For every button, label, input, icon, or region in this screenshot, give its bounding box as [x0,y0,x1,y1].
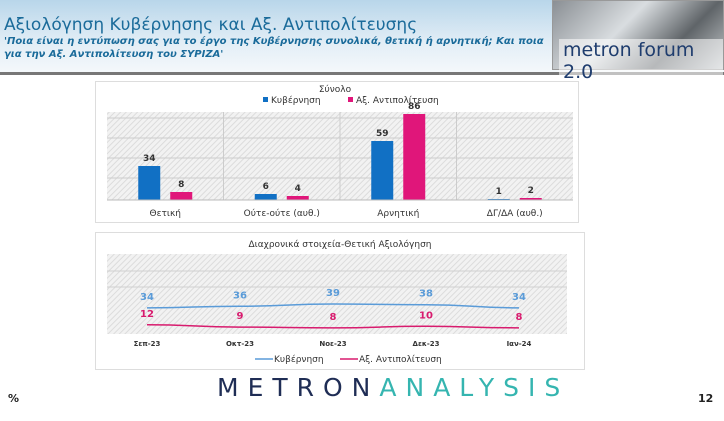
bar [138,166,161,200]
data-label: 59 [376,129,389,139]
data-label: 6 [263,182,269,192]
legend-label: Αξ. Αντιπολίτευση [356,96,439,106]
data-label: 2 [528,186,534,196]
plot-area [107,254,567,334]
x-tick-label: Σεπ-23 [134,340,161,348]
x-tick-label: Οκτ-23 [226,340,254,348]
data-label: 34 [140,292,154,303]
legend-label: Κυβέρνηση [274,354,324,365]
legend-swatch [263,97,268,102]
category-label: Ούτε-ούτε (αυθ.) [244,208,320,219]
bar [519,198,542,200]
page-title: Αξιολόγηση Κυβέρνησης και Αξ. Αντιπολίτε… [4,15,418,35]
legend-swatch [348,97,353,102]
bar [170,192,193,200]
bar [371,141,394,200]
data-label: 38 [419,289,433,300]
data-label: 1 [496,187,502,197]
bar [254,194,277,200]
data-label: 10 [419,310,433,321]
percent-label: % [8,392,20,405]
series-line [146,324,520,329]
x-tick-label: Δεκ-23 [413,340,440,348]
x-tick-label: Νοε-23 [319,340,346,348]
bar [403,114,426,200]
chart-title: Σύνολο [319,84,352,95]
forum-logo-text: metron forum 2.0 [559,39,723,83]
series-line [146,303,520,309]
data-label: 12 [140,309,154,320]
legend-label: Κυβέρνηση [271,95,321,106]
chart-title: Διαχρονικά στοιχεία-Θετική Αξιολόγηση [249,239,432,250]
category-label: ΔΓ/ΔΑ (αυθ.) [487,209,543,219]
x-tick-label: Ιαν-24 [507,340,532,348]
data-label: 8 [330,312,337,323]
metron-analysis-logo: METRONANALYSIS [217,373,570,402]
question-text: 'Ποια είναι η εντύπωση σας για το έργο τ… [4,36,544,60]
data-label: 34 [512,292,526,303]
data-label: 4 [295,184,301,194]
data-label: 34 [143,154,156,164]
bar [286,196,309,200]
page-number: 12 [698,392,714,405]
legend-label: Αξ. Αντιπολίτευση [359,355,442,365]
data-label: 39 [326,288,340,299]
category-label: Αρνητική [377,209,419,219]
category-label: Θετική [150,209,181,219]
data-label: 36 [233,290,247,301]
data-label: 8 [178,180,184,190]
data-label: 8 [516,312,523,323]
forum-logo: metron forum 2.0 [552,0,724,83]
header: Αξιολόγηση Κυβέρνησης και Αξ. Αντιπολίτε… [0,0,724,83]
data-label: 86 [408,102,421,112]
data-label: 9 [237,311,244,322]
